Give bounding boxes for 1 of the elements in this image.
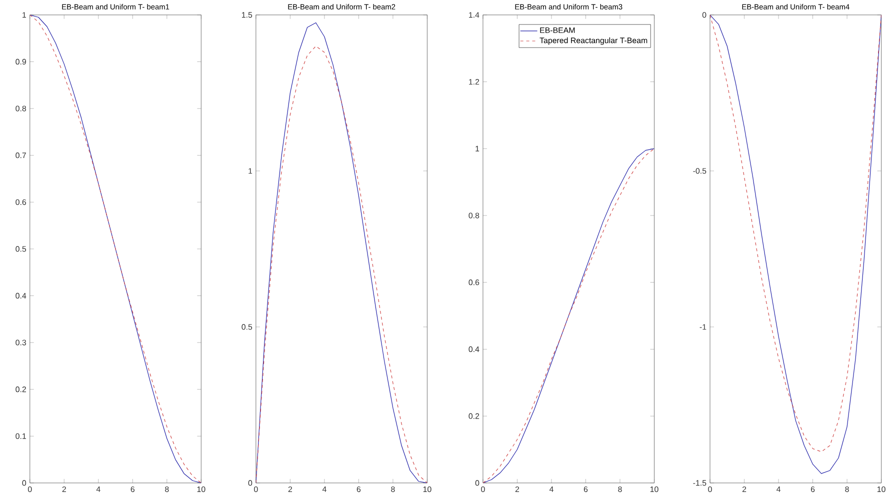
line-series — [30, 14, 202, 483]
